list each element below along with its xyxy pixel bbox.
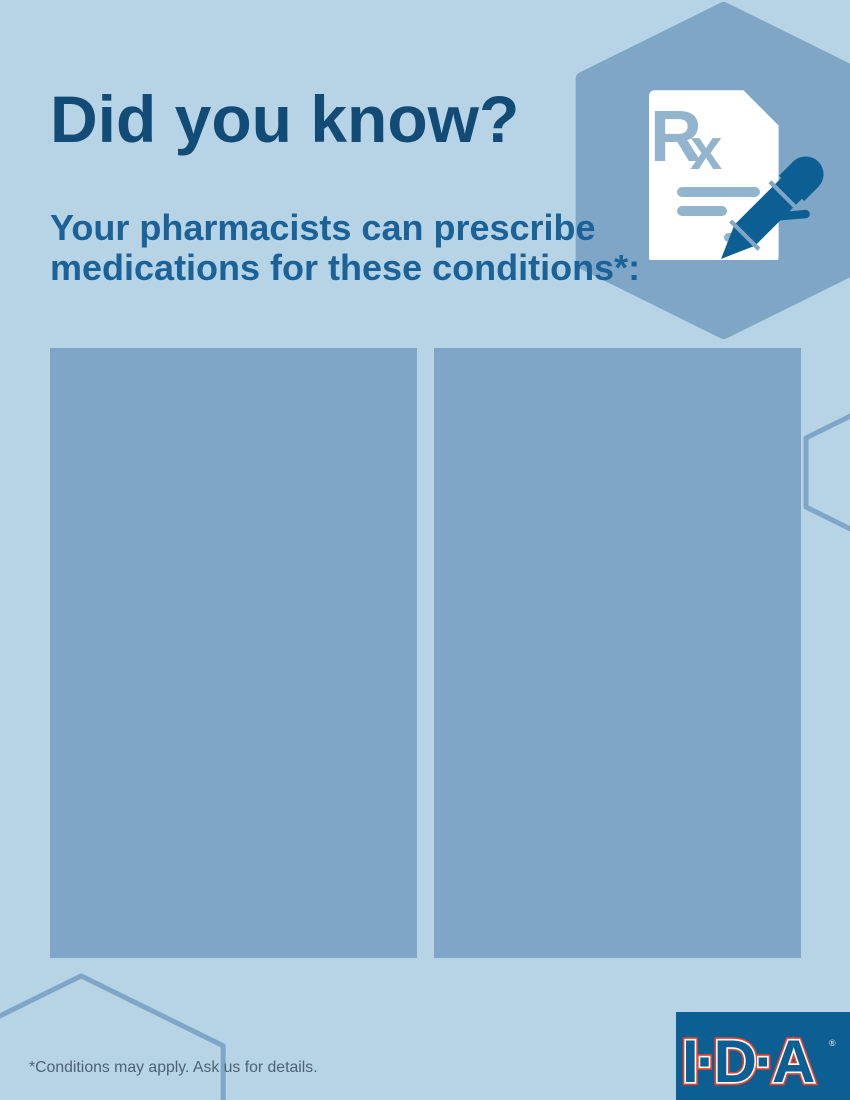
svg-text:I·D·A: I·D·A	[682, 1028, 814, 1095]
svg-text:x: x	[690, 117, 722, 182]
svg-text:®: ®	[829, 1038, 836, 1048]
